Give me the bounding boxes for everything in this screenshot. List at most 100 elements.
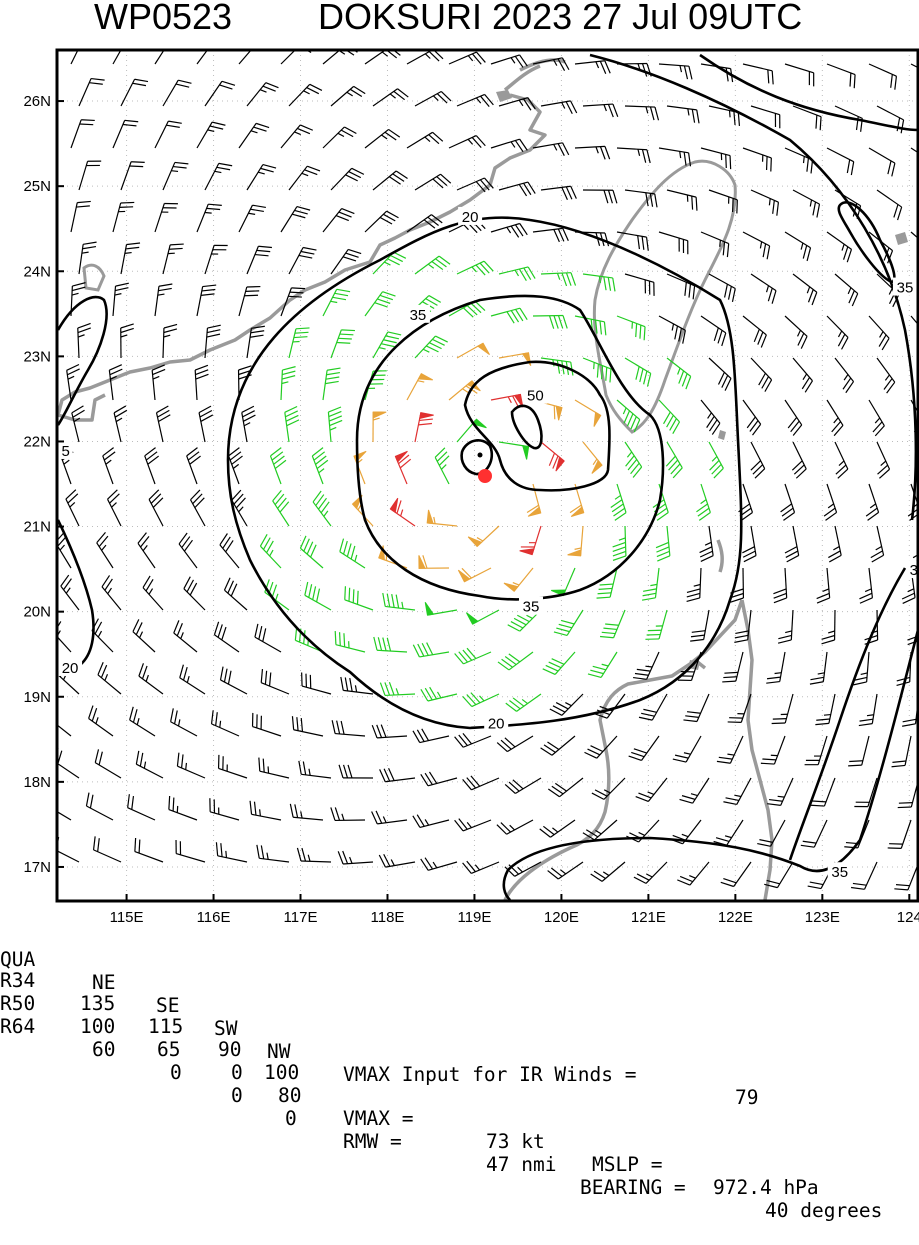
- wind-barb: [224, 578, 247, 610]
- bearing-value: 40 degrees: [765, 1199, 882, 1222]
- wind-barb: [94, 836, 121, 862]
- contour-label: 20: [62, 660, 79, 677]
- wind-barb: [667, 106, 699, 123]
- y-tick-label: 26N: [23, 93, 51, 110]
- wind-barb: [827, 64, 855, 88]
- wind-barb: [373, 171, 408, 190]
- wind-barb: [853, 652, 869, 685]
- wind-barb: [520, 526, 541, 555]
- x-tick-label: 121E: [631, 909, 666, 926]
- wind-barb: [743, 232, 770, 259]
- wind-barb: [584, 736, 617, 758]
- wind-barb: [365, 292, 395, 316]
- wind-barb: [659, 64, 692, 79]
- wind-barb: [300, 536, 323, 568]
- wind-barb: [772, 694, 793, 723]
- wind-barb: [435, 448, 449, 484]
- wind-barb: [374, 637, 407, 652]
- eye-dot: [478, 453, 483, 458]
- wind-barb: [554, 610, 583, 635]
- wind-barb: [197, 204, 222, 232]
- wind-barb: [696, 484, 710, 520]
- wind-barb: [210, 798, 239, 820]
- wind-barb: [79, 242, 97, 274]
- wind-barb: [157, 406, 171, 442]
- wind-barb: [421, 687, 457, 701]
- wind-barb: [617, 148, 650, 163]
- wind-barb: [781, 484, 795, 520]
- wind-barb: [340, 539, 365, 568]
- wind-barb: [805, 736, 827, 765]
- wind-barb: [583, 442, 602, 473]
- wind-barb: [743, 400, 761, 435]
- wind-barb: [785, 148, 813, 173]
- wind-barb: [143, 576, 163, 610]
- wind-barb: [468, 526, 499, 546]
- contour-label: 35: [523, 599, 540, 616]
- wind-barb: [548, 862, 583, 879]
- wind-barb: [149, 490, 163, 526]
- wind-barb: [163, 324, 177, 358]
- wind-barb: [455, 733, 491, 747]
- wind-barb: [575, 146, 610, 159]
- wind-barb: [815, 694, 835, 725]
- wind-barb: [877, 190, 902, 220]
- wind-barb: [457, 343, 490, 358]
- wind-barb: [323, 127, 356, 148]
- wind-barb: [354, 451, 366, 484]
- wind-barb: [128, 794, 155, 820]
- wind-barb: [709, 190, 737, 213]
- wind-barb: [71, 120, 95, 148]
- y-tick-label: 22N: [23, 433, 51, 450]
- wind-barb: [155, 203, 178, 232]
- wind-barb: [827, 232, 851, 262]
- wind-barb: [793, 190, 819, 217]
- wind-barb: [869, 64, 896, 90]
- wind-barb: [588, 652, 617, 677]
- wind-barb: [656, 526, 670, 561]
- wind-barb: [743, 148, 771, 171]
- wind-barb: [541, 273, 576, 286]
- x-tick-label: 119E: [457, 909, 491, 926]
- wind-barb: [709, 106, 739, 126]
- r34-sw: 90: [218, 1038, 241, 1061]
- wind-barb: [869, 316, 889, 350]
- wind-barb: [491, 223, 527, 237]
- wind-barb: [281, 367, 296, 400]
- r34-nw: 100: [264, 1061, 299, 1084]
- wind-barb: [835, 274, 858, 306]
- wind-barb: [289, 328, 310, 358]
- wind-barb: [877, 442, 890, 478]
- wind-barb: [199, 406, 213, 442]
- wind-barb: [163, 244, 184, 274]
- wind-barb: [331, 86, 365, 106]
- wind-barb: [793, 358, 812, 392]
- wind-barb: [421, 858, 457, 871]
- wind-barb: [255, 624, 281, 652]
- wind-barb: [312, 448, 328, 484]
- wind-barb: [109, 365, 122, 400]
- wind-barb: [98, 662, 121, 694]
- x-tick-label: 118E: [371, 909, 405, 926]
- wind-barb: [866, 484, 878, 520]
- wind-barb: [407, 374, 433, 400]
- mslp-label: MSLP =: [592, 1153, 662, 1176]
- r50-sw: 0: [231, 1061, 243, 1084]
- wind-barb: [407, 132, 443, 148]
- wind-barb: [497, 820, 533, 834]
- contour-eye: [462, 440, 492, 474]
- vmax-label: VMAX =: [343, 1107, 413, 1130]
- wind-barb: [323, 209, 354, 232]
- footer-r50-row: R50 100 65 0 80 VMAX = 73 kt MSLP = 972.…: [0, 969, 47, 992]
- y-tick-label: 25N: [23, 178, 51, 195]
- y-tick-label: 24N: [23, 263, 51, 280]
- y-tick-label: 18N: [23, 774, 51, 791]
- wind-barb: [136, 751, 163, 778]
- wind-barb: [822, 610, 835, 644]
- wind-barb: [216, 842, 247, 862]
- wind-barb: [95, 749, 121, 778]
- y-tick-label: 23N: [23, 348, 51, 365]
- wind-barb: [645, 610, 667, 639]
- wind-barb: [533, 315, 567, 328]
- x-tick-label: 115E: [110, 909, 144, 926]
